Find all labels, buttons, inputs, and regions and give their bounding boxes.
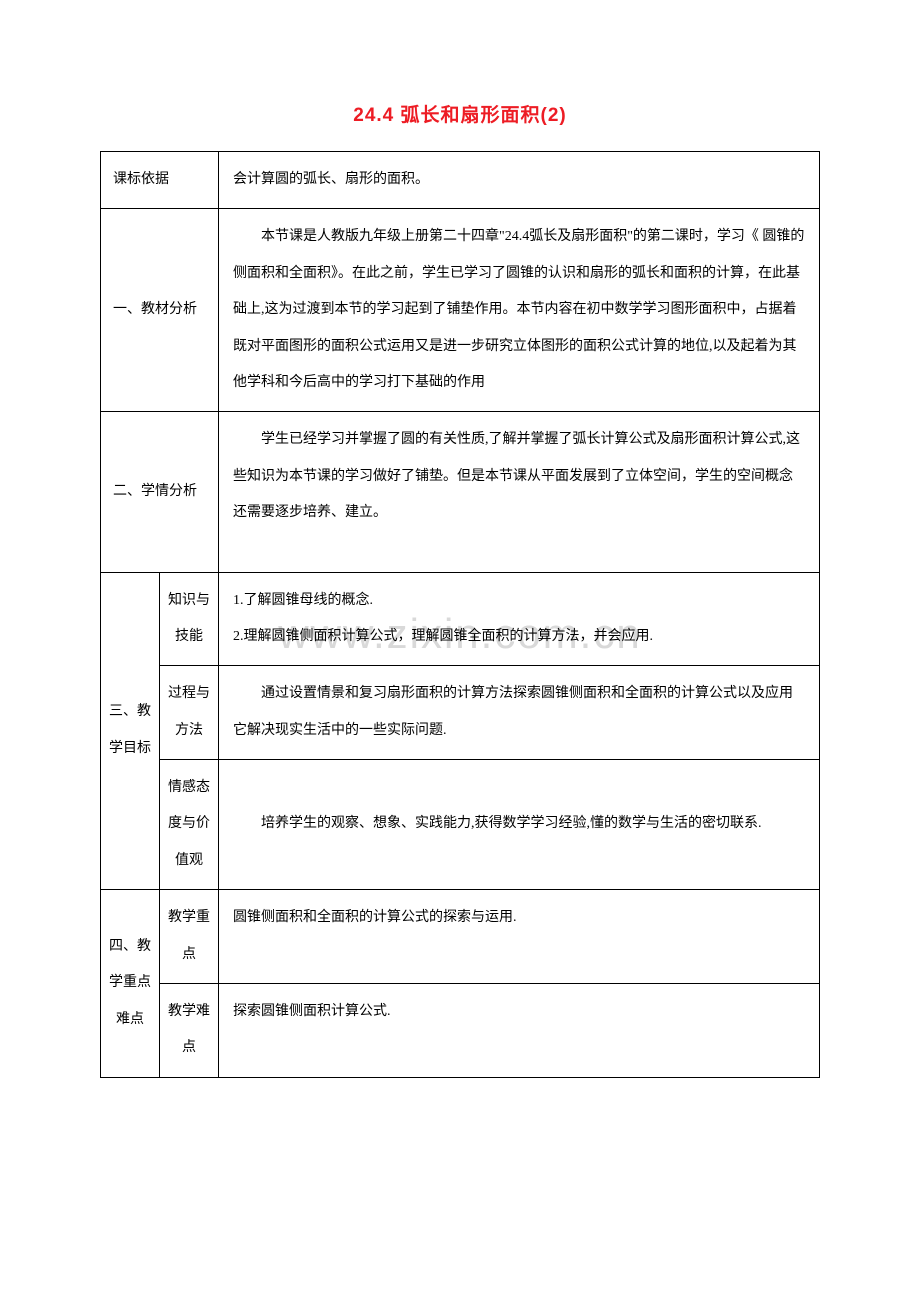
page-title: 24.4 弧长和扇形面积(2) bbox=[100, 100, 820, 127]
label-obj-emotion: 情感态度与价值观 bbox=[160, 760, 219, 890]
lesson-plan-table: 课标依据 会计算圆的弧长、扇形的面积。 一、教材分析 本节课是人教版九年级上册第… bbox=[100, 151, 820, 1078]
content-material: 本节课是人教版九年级上册第二十四章"24.4弧长及扇形面积"的第二课时，学习《 … bbox=[219, 209, 820, 412]
label-objectives-group: 三、教学目标 bbox=[101, 572, 160, 890]
content-learner: 学生已经学习并掌握了圆的有关性质,了解并掌握了弧长计算公式及扇形面积计算公式,这… bbox=[219, 412, 820, 572]
content-standard: 会计算圆的弧长、扇形的面积。 bbox=[219, 152, 820, 209]
label-material: 一、教材分析 bbox=[101, 209, 219, 412]
label-obj-knowledge: 知识与技能 bbox=[160, 572, 219, 666]
lesson-table-wrap: 课标依据 会计算圆的弧长、扇形的面积。 一、教材分析 本节课是人教版九年级上册第… bbox=[100, 151, 820, 1078]
content-obj-knowledge: 1.了解圆锥母线的概念. 2.理解圆锥侧面积计算公式，理解圆锥全面积的计算方法，… bbox=[219, 572, 820, 666]
label-obj-process: 过程与方法 bbox=[160, 666, 219, 760]
label-focus-group: 四、教学重点难点 bbox=[101, 890, 160, 1078]
content-focus-diff: 探索圆锥侧面积计算公式. bbox=[219, 984, 820, 1078]
label-focus-diff: 教学难点 bbox=[160, 984, 219, 1078]
content-obj-process: 通过设置情景和复习扇形面积的计算方法探索圆锥侧面积和全面积的计算公式以及应用它解… bbox=[219, 666, 820, 760]
label-learner: 二、学情分析 bbox=[101, 412, 219, 572]
label-focus-key: 教学重点 bbox=[160, 890, 219, 984]
row-obj-knowledge: 三、教学目标 知识与技能 1.了解圆锥母线的概念. 2.理解圆锥侧面积计算公式，… bbox=[101, 572, 820, 666]
row-obj-process: 过程与方法 通过设置情景和复习扇形面积的计算方法探索圆锥侧面积和全面积的计算公式… bbox=[101, 666, 820, 760]
label-standard: 课标依据 bbox=[101, 152, 219, 209]
row-focus-diff: 教学难点 探索圆锥侧面积计算公式. bbox=[101, 984, 820, 1078]
row-learner: 二、学情分析 学生已经学习并掌握了圆的有关性质,了解并掌握了弧长计算公式及扇形面… bbox=[101, 412, 820, 572]
content-focus-key: 圆锥侧面积和全面积的计算公式的探索与运用. bbox=[219, 890, 820, 984]
row-obj-emotion: 情感态度与价值观 培养学生的观察、想象、实践能力,获得数学学习经验,懂的数学与生… bbox=[101, 760, 820, 890]
row-material: 一、教材分析 本节课是人教版九年级上册第二十四章"24.4弧长及扇形面积"的第二… bbox=[101, 209, 820, 412]
content-obj-emotion: 培养学生的观察、想象、实践能力,获得数学学习经验,懂的数学与生活的密切联系. bbox=[219, 760, 820, 890]
row-focus-key: 四、教学重点难点 教学重点 圆锥侧面积和全面积的计算公式的探索与运用. bbox=[101, 890, 820, 984]
row-standard: 课标依据 会计算圆的弧长、扇形的面积。 bbox=[101, 152, 820, 209]
